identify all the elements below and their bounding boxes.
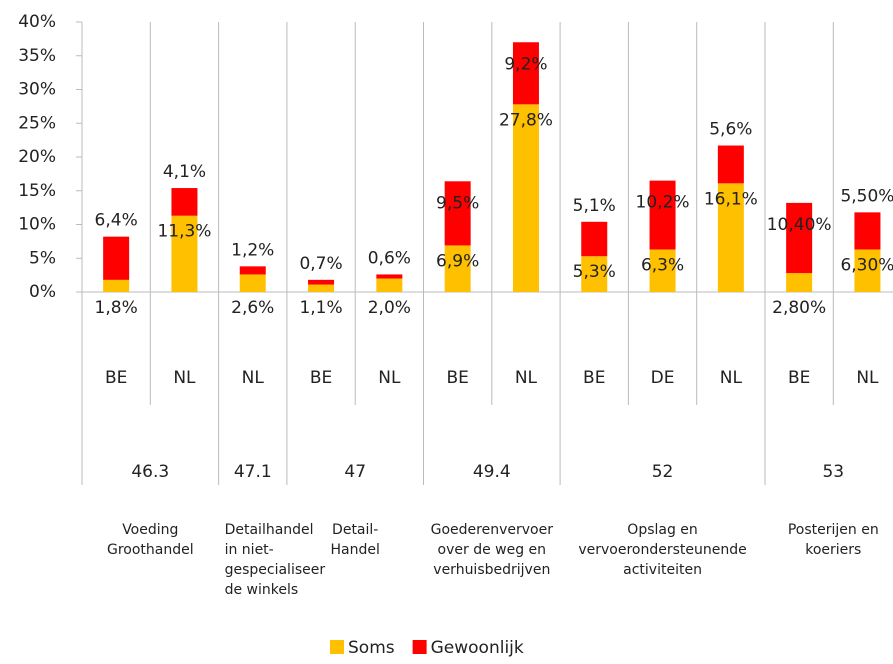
bar-segment — [649, 249, 676, 292]
y-tick-label: 5% — [29, 248, 56, 268]
group-code: 53 — [822, 462, 844, 482]
bar-segment — [376, 274, 403, 279]
x-tick-label: BE — [446, 368, 468, 388]
x-tick-label: BE — [788, 368, 810, 388]
data-label: 9,5% — [436, 193, 479, 213]
data-label: 4,1% — [163, 162, 206, 182]
bar-segment — [308, 279, 335, 285]
y-tick-label: 30% — [18, 80, 56, 100]
x-tick-label: NL — [856, 368, 879, 388]
data-label: 1,8% — [95, 298, 138, 318]
data-label: 5,3% — [573, 262, 616, 282]
group-code: 47 — [344, 462, 366, 482]
data-label: 10,2% — [636, 193, 690, 213]
group-description: vervoerondersteunende — [578, 542, 746, 558]
data-label: 16,1% — [704, 189, 758, 209]
data-label: 6,3% — [641, 255, 684, 275]
group-code: 46.3 — [131, 462, 169, 482]
data-label: 1,1% — [299, 298, 342, 318]
y-tick-label: 40% — [18, 12, 56, 32]
group-code: 47.1 — [234, 462, 272, 482]
group-description: Groothandel — [107, 542, 194, 558]
data-label: 6,30% — [840, 255, 893, 275]
x-tick-label: BE — [583, 368, 605, 388]
group-description: Opslag en — [627, 522, 698, 538]
data-label: 27,8% — [499, 110, 553, 130]
data-label: 2,0% — [368, 298, 411, 318]
bar-segment — [239, 266, 266, 275]
y-tick-label: 35% — [18, 46, 56, 66]
y-tick-label: 15% — [18, 181, 56, 201]
bar-segment — [239, 274, 266, 292]
x-tick-label: NL — [173, 368, 196, 388]
data-label: 2,80% — [772, 298, 826, 318]
x-tick-label: DE — [651, 368, 675, 388]
bar-segment — [512, 104, 539, 292]
bar-segment — [308, 284, 335, 292]
group-description: gespecialiseer — [225, 562, 326, 578]
data-label: 6,9% — [436, 251, 479, 271]
bar-segment — [581, 256, 608, 292]
bar-segment — [376, 278, 403, 292]
data-label: 5,6% — [709, 120, 752, 140]
group-description: koeriers — [805, 542, 861, 558]
bar-segment — [717, 145, 744, 184]
bar-segment — [786, 273, 813, 292]
bar-segment — [171, 188, 198, 216]
group-description: Posterijen en — [788, 522, 879, 538]
x-tick-label: NL — [242, 368, 265, 388]
bar-segment — [171, 215, 198, 292]
bar-segment — [581, 221, 608, 257]
data-label: 1,2% — [231, 240, 274, 260]
group-description: Handel — [331, 542, 380, 558]
bar-segment — [444, 245, 471, 292]
x-tick-label: BE — [310, 368, 332, 388]
bar-segment — [854, 249, 881, 292]
bar-segment — [512, 42, 539, 105]
x-tick-label: NL — [515, 368, 538, 388]
x-tick-label: NL — [720, 368, 743, 388]
bar-segment — [103, 279, 130, 292]
data-label: 9,2% — [504, 54, 547, 74]
x-tick-label: BE — [105, 368, 127, 388]
y-tick-label: 20% — [18, 147, 56, 167]
group-description: Detail- — [332, 522, 378, 538]
data-label: 10,40% — [767, 215, 832, 235]
group-description: over de weg en — [438, 542, 547, 558]
bar-segment — [103, 236, 130, 280]
legend-swatch — [412, 640, 427, 654]
data-label: 0,7% — [299, 254, 342, 274]
data-label: 0,6% — [368, 248, 411, 268]
group-description: in niet- — [225, 542, 274, 558]
legend-label: Soms — [348, 638, 395, 658]
group-description: Goederenvervoer — [431, 522, 554, 538]
data-label: 5,50% — [840, 186, 893, 206]
x-tick-label: NL — [378, 368, 401, 388]
data-label: 2,6% — [231, 298, 274, 318]
bar-segment — [786, 202, 813, 274]
bar-segment — [649, 180, 676, 250]
y-tick-label: 10% — [18, 215, 56, 235]
group-description: Detailhandel — [225, 522, 314, 538]
group-description: Voeding — [122, 522, 178, 538]
group-description: verhuisbedrijven — [433, 562, 550, 578]
bar-segment — [444, 181, 471, 246]
y-tick-label: 0% — [29, 282, 56, 302]
group-description: activiteiten — [623, 562, 702, 578]
y-tick-label: 25% — [18, 113, 56, 133]
data-label: 11,3% — [157, 222, 211, 242]
legend-swatch — [330, 640, 344, 654]
data-label: 5,1% — [573, 196, 616, 216]
legend-label: Gewoonlijk — [431, 638, 524, 658]
group-code: 52 — [652, 462, 674, 482]
group-code: 49.4 — [473, 462, 511, 482]
bar-segment — [854, 212, 881, 250]
group-description: de winkels — [225, 582, 299, 598]
bar-segment — [717, 183, 744, 292]
data-label: 6,4% — [95, 211, 138, 231]
